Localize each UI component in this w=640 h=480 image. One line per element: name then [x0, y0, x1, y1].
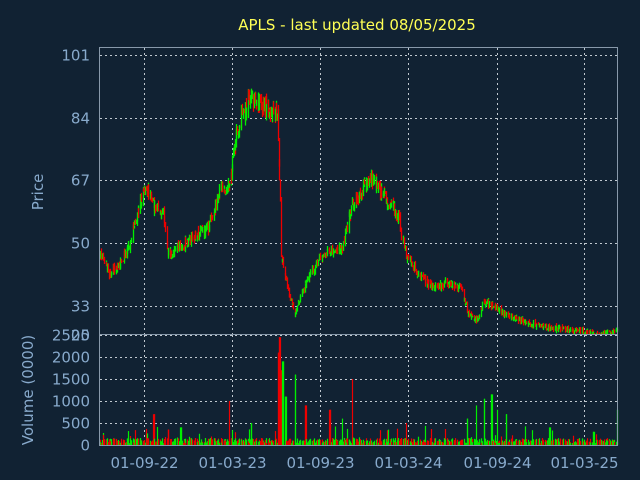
volume-axis-label: Volume (0000)	[19, 335, 37, 445]
date-tick-label: 01-09-24	[463, 454, 531, 472]
volume-tick-label: 1000	[52, 393, 90, 411]
volume-tick-label: 1500	[52, 371, 90, 389]
price-tick-label: 84	[71, 110, 90, 128]
volume-bars	[99, 337, 619, 445]
price-panel-frame	[99, 47, 618, 335]
price-tick-label: 101	[61, 47, 90, 65]
chart-title: APLS - last updated 08/05/2025	[238, 16, 476, 34]
volume-tick-label: 2000	[52, 349, 90, 367]
date-tick-label: 01-09-22	[110, 454, 178, 472]
price-tick-label: 67	[71, 172, 90, 190]
price-axis-label: Price	[29, 174, 47, 211]
price-tick-label: 33	[71, 298, 90, 316]
date-tick-label: 01-09-23	[286, 454, 354, 472]
volume-tick-label: 2500	[52, 327, 90, 345]
volume-tick-label: 500	[61, 415, 90, 433]
price-tick-label: 25	[71, 327, 90, 345]
date-tick-label: 01-03-24	[374, 454, 442, 472]
date-tick-label: 01-03-23	[198, 454, 266, 472]
price-candles	[99, 88, 619, 335]
price-tick-label: 50	[71, 235, 90, 253]
volume-tick-label: 0	[80, 437, 90, 455]
volume-panel-frame	[99, 334, 618, 446]
price-grid	[100, 48, 617, 336]
date-tick-label: 01-03-25	[550, 454, 618, 472]
volume-grid	[100, 335, 617, 446]
